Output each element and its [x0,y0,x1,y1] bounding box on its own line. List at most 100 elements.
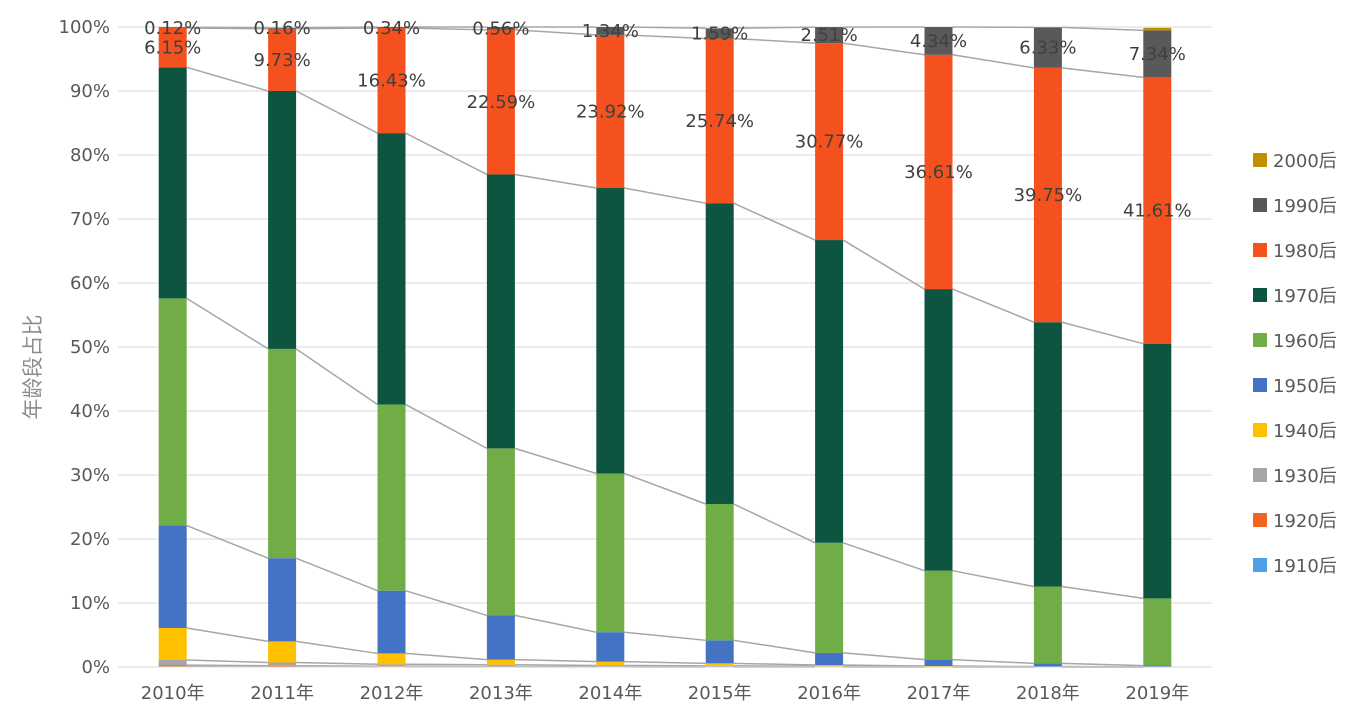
bar-segment [377,590,406,654]
bar-segment [815,665,844,667]
series-1990后 [158,27,1172,78]
legend: 2000后 1990后 1980后 1970后 1960后 1950后 1940后 1930后… [1253,151,1337,577]
data-label-1990后: 7.34% [1129,44,1186,65]
data-label-1980后: 39.75% [1014,185,1083,206]
data-label-1990后: 1.34% [582,21,639,42]
bar-segment [596,665,625,667]
data-label-1990后: 6.33% [1019,38,1076,59]
bar-segment [268,91,297,349]
bar-segment [596,632,625,662]
y-tick-label: 50% [70,337,110,358]
data-label-1980后: 30.77% [795,132,864,153]
legend-item: 1960后 [1253,331,1337,352]
legend-item: 1950后 [1253,376,1337,397]
series-line-1990后 [186,26,1144,32]
x-tick-label: 2018年 [1016,683,1080,704]
x-tick-label: 2013年 [469,683,533,704]
data-label-1980后: 25.74% [685,111,754,132]
legend-swatch [1253,513,1267,527]
series-line-1970后 [186,66,1144,345]
x-tick-label: 2017年 [907,683,971,704]
bar-segment [377,27,406,28]
bar-segment [158,525,187,628]
bar-segment [596,473,625,633]
legend-swatch [1253,423,1267,437]
legend-label: 1920后 [1273,511,1337,532]
bar-segment [268,665,297,667]
y-tick-label: 70% [70,209,110,230]
data-label-1980后: 9.73% [254,50,311,71]
legend-swatch [1253,243,1267,257]
y-tick-label: 30% [70,465,110,486]
bar-segment [486,659,515,665]
series-line-1950后 [186,524,1144,667]
x-tick-label: 2011年 [250,683,314,704]
bar-segment [596,188,625,474]
bar-segment [158,27,187,28]
x-tick-label: 2019年 [1125,683,1189,704]
y-tick-label: 90% [70,81,110,102]
data-label-1990后: 0.34% [363,18,420,39]
legend-swatch [1253,288,1267,302]
legend-item: 1980后 [1253,241,1337,262]
legend-label: 1960后 [1273,331,1337,352]
bar-segment [1033,67,1062,323]
legend-swatch [1253,558,1267,572]
bars [158,27,1172,667]
data-label-1980后: 41.61% [1123,201,1192,222]
data-label-1980后: 6.15% [144,38,201,59]
bar-segment [815,542,844,653]
bar-segment [158,627,187,660]
bar-segment [1033,586,1062,664]
legend-label: 1990后 [1273,196,1337,217]
y-tick-label: 10% [70,593,110,614]
bar-segment [268,558,297,642]
y-tick-label: 40% [70,401,110,422]
legend-item: 1970后 [1253,286,1337,307]
bar-segment [486,664,515,667]
bar-segment [158,67,187,299]
data-label-1980后: 23.92% [576,101,645,122]
bar-segment [268,27,297,29]
bar-segment [705,38,734,204]
bar-segment [268,641,297,663]
bar-segment [1143,598,1172,666]
data-label-1990后: 1.59% [691,23,748,44]
data-label-1980后: 16.43% [357,71,426,92]
series-1980后 [158,27,1172,344]
bar-segment [815,240,844,543]
y-tick-label: 60% [70,273,110,294]
bar-segment [705,665,734,667]
legend-item: 1930后 [1253,466,1337,487]
x-tick-label: 2016年 [797,683,861,704]
bar-segment [924,54,953,290]
bar-segment [705,203,734,504]
bar-segment [924,666,953,667]
bar-segment [377,404,406,591]
legend-swatch [1253,198,1267,212]
legend-label: 1910后 [1273,556,1337,577]
series-1940后 [158,627,1172,667]
legend-label: 1930后 [1273,466,1337,487]
x-tick-label: 2015年 [688,683,752,704]
bar-segment [1033,663,1062,667]
legend-item: 2000后 [1253,151,1337,172]
y-tick-label: 80% [70,145,110,166]
bar-segment [815,43,844,241]
bar-segment [268,662,297,666]
series-line-1940后 [186,627,1144,668]
series-line-1980后 [186,27,1144,79]
legend-item: 1920后 [1253,511,1337,532]
legend-swatch [1253,153,1267,167]
data-label-1990后: 4.34% [910,31,967,52]
y-axis-label: 年龄段占比 [21,315,45,420]
bar-segment [1033,27,1062,68]
x-tick-label: 2012年 [360,683,424,704]
bar-segment [158,665,187,667]
legend-label: 1940后 [1273,421,1337,442]
bar-segment [1033,322,1062,587]
bar-segment [377,27,406,134]
data-labels: 0.12% 0.16% 0.34% 0.56% 1.34% 1.59% 2.51% 4.34%… [144,18,1192,222]
